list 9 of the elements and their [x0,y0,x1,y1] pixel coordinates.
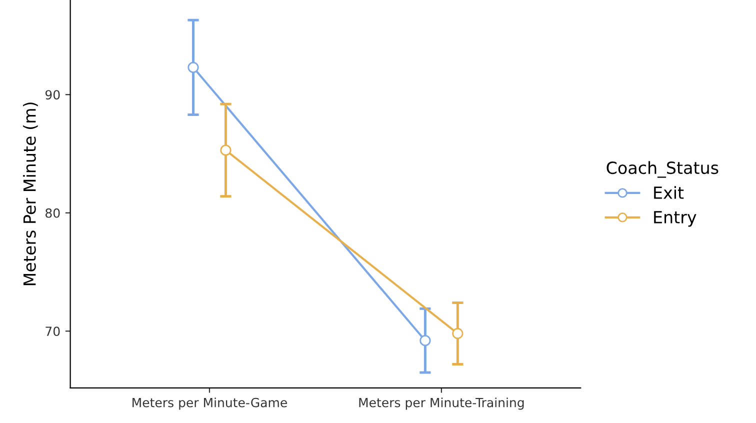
x-tick-label: Meters per Minute-Game [132,398,287,410]
legend-title: Coach_Status [606,161,718,178]
y-tick-label: 80 [46,208,60,218]
legend-label: Exit [654,186,684,199]
y-tick-label: 90 [45,90,60,100]
legend-label: Entry [654,211,696,227]
y-tick-label: 70 [46,326,60,336]
x-tick-label: Meters per Minute-Training [359,398,524,410]
y-axis-title: Meters Per Minute (m) [22,102,38,286]
